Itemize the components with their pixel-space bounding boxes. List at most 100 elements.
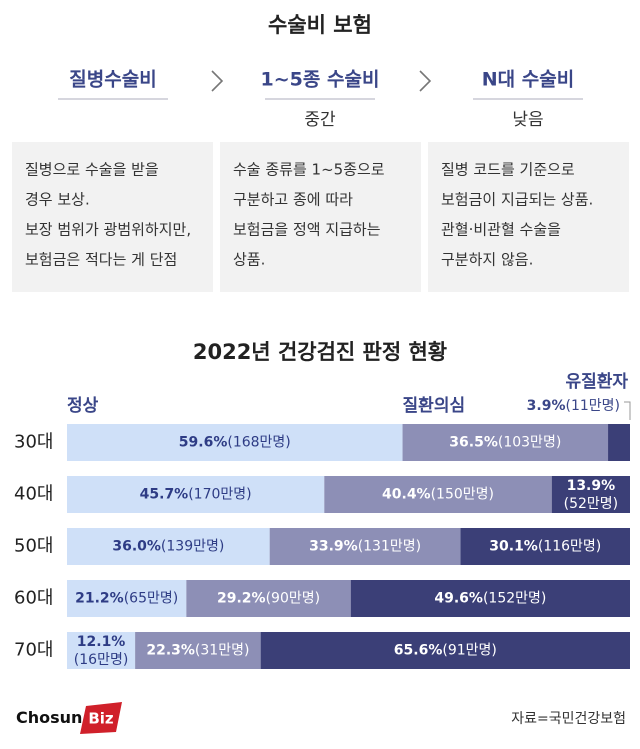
value-label: 45.7%(170만명) [140,487,252,503]
value-label: 30.1%(116만명) [489,539,601,555]
logo-badge [80,702,122,734]
value-label-count: (52만명) [564,496,619,512]
description-line: 질병 코드를 기준으로 [441,161,575,179]
value-label-count: (90만명) [266,591,321,607]
value-label: 36.5%(103만명) [449,435,561,451]
value-label-count: (11만명) [566,398,621,414]
description-line: 보험금을 정액 지급하는 [233,221,381,239]
value-label-count: (150만명) [431,487,494,503]
legend-label: 유질환자 [565,371,628,392]
bar-segment [67,528,270,565]
description-box [220,142,421,292]
value-label-count: (103만명) [498,435,561,451]
column-level: 낮음 [512,110,543,130]
description-line: 상품. [233,251,265,269]
value-label-percent: 21.2% [75,591,124,607]
description-line: 구분하고 종에 따라 [233,191,353,209]
category-label: 30대 [14,432,53,453]
description-line: 수술 종류를 1~5종으로 [233,161,385,179]
value-label-percent: 36.0% [112,539,161,555]
value-label: (16만명) [74,652,129,668]
value-label-count: (31만명) [195,643,250,659]
description-line: 보험금은 적다는 게 단점 [25,251,177,269]
value-label: 22.3%(31만명) [146,643,249,659]
column-name: N대 수술비 [482,69,574,91]
category-label: 70대 [14,640,53,661]
value-label: 3.9%(11만명) [527,398,620,414]
description-box [428,142,629,292]
value-label: (52만명) [564,496,619,512]
value-label-count: (116만명) [538,539,601,555]
legend-label: 정상 [67,396,99,416]
value-label-percent: 36.5% [449,435,498,451]
description-box [12,142,213,292]
value-label-percent: 65.6% [394,643,443,659]
value-label-percent: 49.6% [434,591,483,607]
value-label: 36.0%(139만명) [112,539,224,555]
bar-segment [269,528,461,565]
bar-segment [260,632,630,669]
value-label: 21.2%(65만명) [75,591,178,607]
bar-segment [67,580,187,617]
bar-segment [350,580,630,617]
bar-segment [67,632,136,669]
chart-title: 2022년 건강검진 판정 현황 [193,340,447,364]
value-label: 29.2%(90만명) [217,591,320,607]
bar-segment [402,424,609,461]
chevron [211,70,224,92]
bar-segment [186,580,351,617]
value-label-count: (131만명) [358,539,421,555]
category-label: 40대 [14,484,53,505]
value-label-count: (152만명) [483,591,546,607]
logo-accent: Biz [88,710,114,728]
bar-segment [135,632,261,669]
value-label: 33.9%(131만명) [309,539,421,555]
category-label: 60대 [14,588,53,609]
value-label-percent: 3.9% [527,398,566,414]
value-label: 13.9% [567,478,616,494]
description-line: 구분하지 않음. [441,251,533,269]
bar-segment [608,424,630,461]
value-label-percent: 33.9% [309,539,358,555]
value-label-percent: 29.2% [217,591,266,607]
value-label-percent: 22.3% [146,643,195,659]
bar-segment [324,476,552,513]
value-label-count: (170만명) [188,487,251,503]
description-line: 질병으로 수술을 받을 [25,161,159,179]
value-label-percent: 13.9% [567,478,616,494]
value-label-count: (139만명) [161,539,224,555]
value-label-percent: 45.7% [140,487,189,503]
description-line: 관혈·비관혈 수술을 [441,221,561,239]
chevron [419,70,432,92]
column-name: 질병수술비 [69,69,156,91]
bar-segment [460,528,630,565]
value-label: 65.6%(91만명) [394,643,497,659]
value-label: 59.6%(168만명) [179,435,291,451]
description-line: 경우 보상. [25,191,90,209]
column-level: 중간 [304,110,336,130]
source: 자료=국민건강보험 [511,711,626,727]
bar-segment [67,476,325,513]
value-label-percent: 12.1% [77,634,126,650]
label-bracket [624,401,631,420]
value-label: 12.1% [77,634,126,650]
bar-segment [551,476,630,513]
value-label-percent: 59.6% [179,435,228,451]
bar-segment [67,424,403,461]
logo-main: Chosun [16,708,82,727]
logo: Chosun [16,708,82,727]
column-name: 1~5종 수술비 [261,69,380,91]
value-label-percent: 30.1% [489,539,538,555]
description-line: 보험금이 지급되는 상품. [441,191,593,209]
value-label: 49.6%(152만명) [434,591,546,607]
value-label-count: (65만명) [124,591,179,607]
value-label-count: (91만명) [442,643,497,659]
value-label-count: (168만명) [227,435,290,451]
legend-label: 질환의심 [403,395,466,416]
page-title: 수술비 보험 [268,13,372,37]
value-label-percent: 40.4% [382,487,431,503]
description-line: 보장 범위가 광범위하지만, [25,221,191,239]
value-label: 40.4%(150만명) [382,487,494,503]
value-label-count: (16만명) [74,652,129,668]
